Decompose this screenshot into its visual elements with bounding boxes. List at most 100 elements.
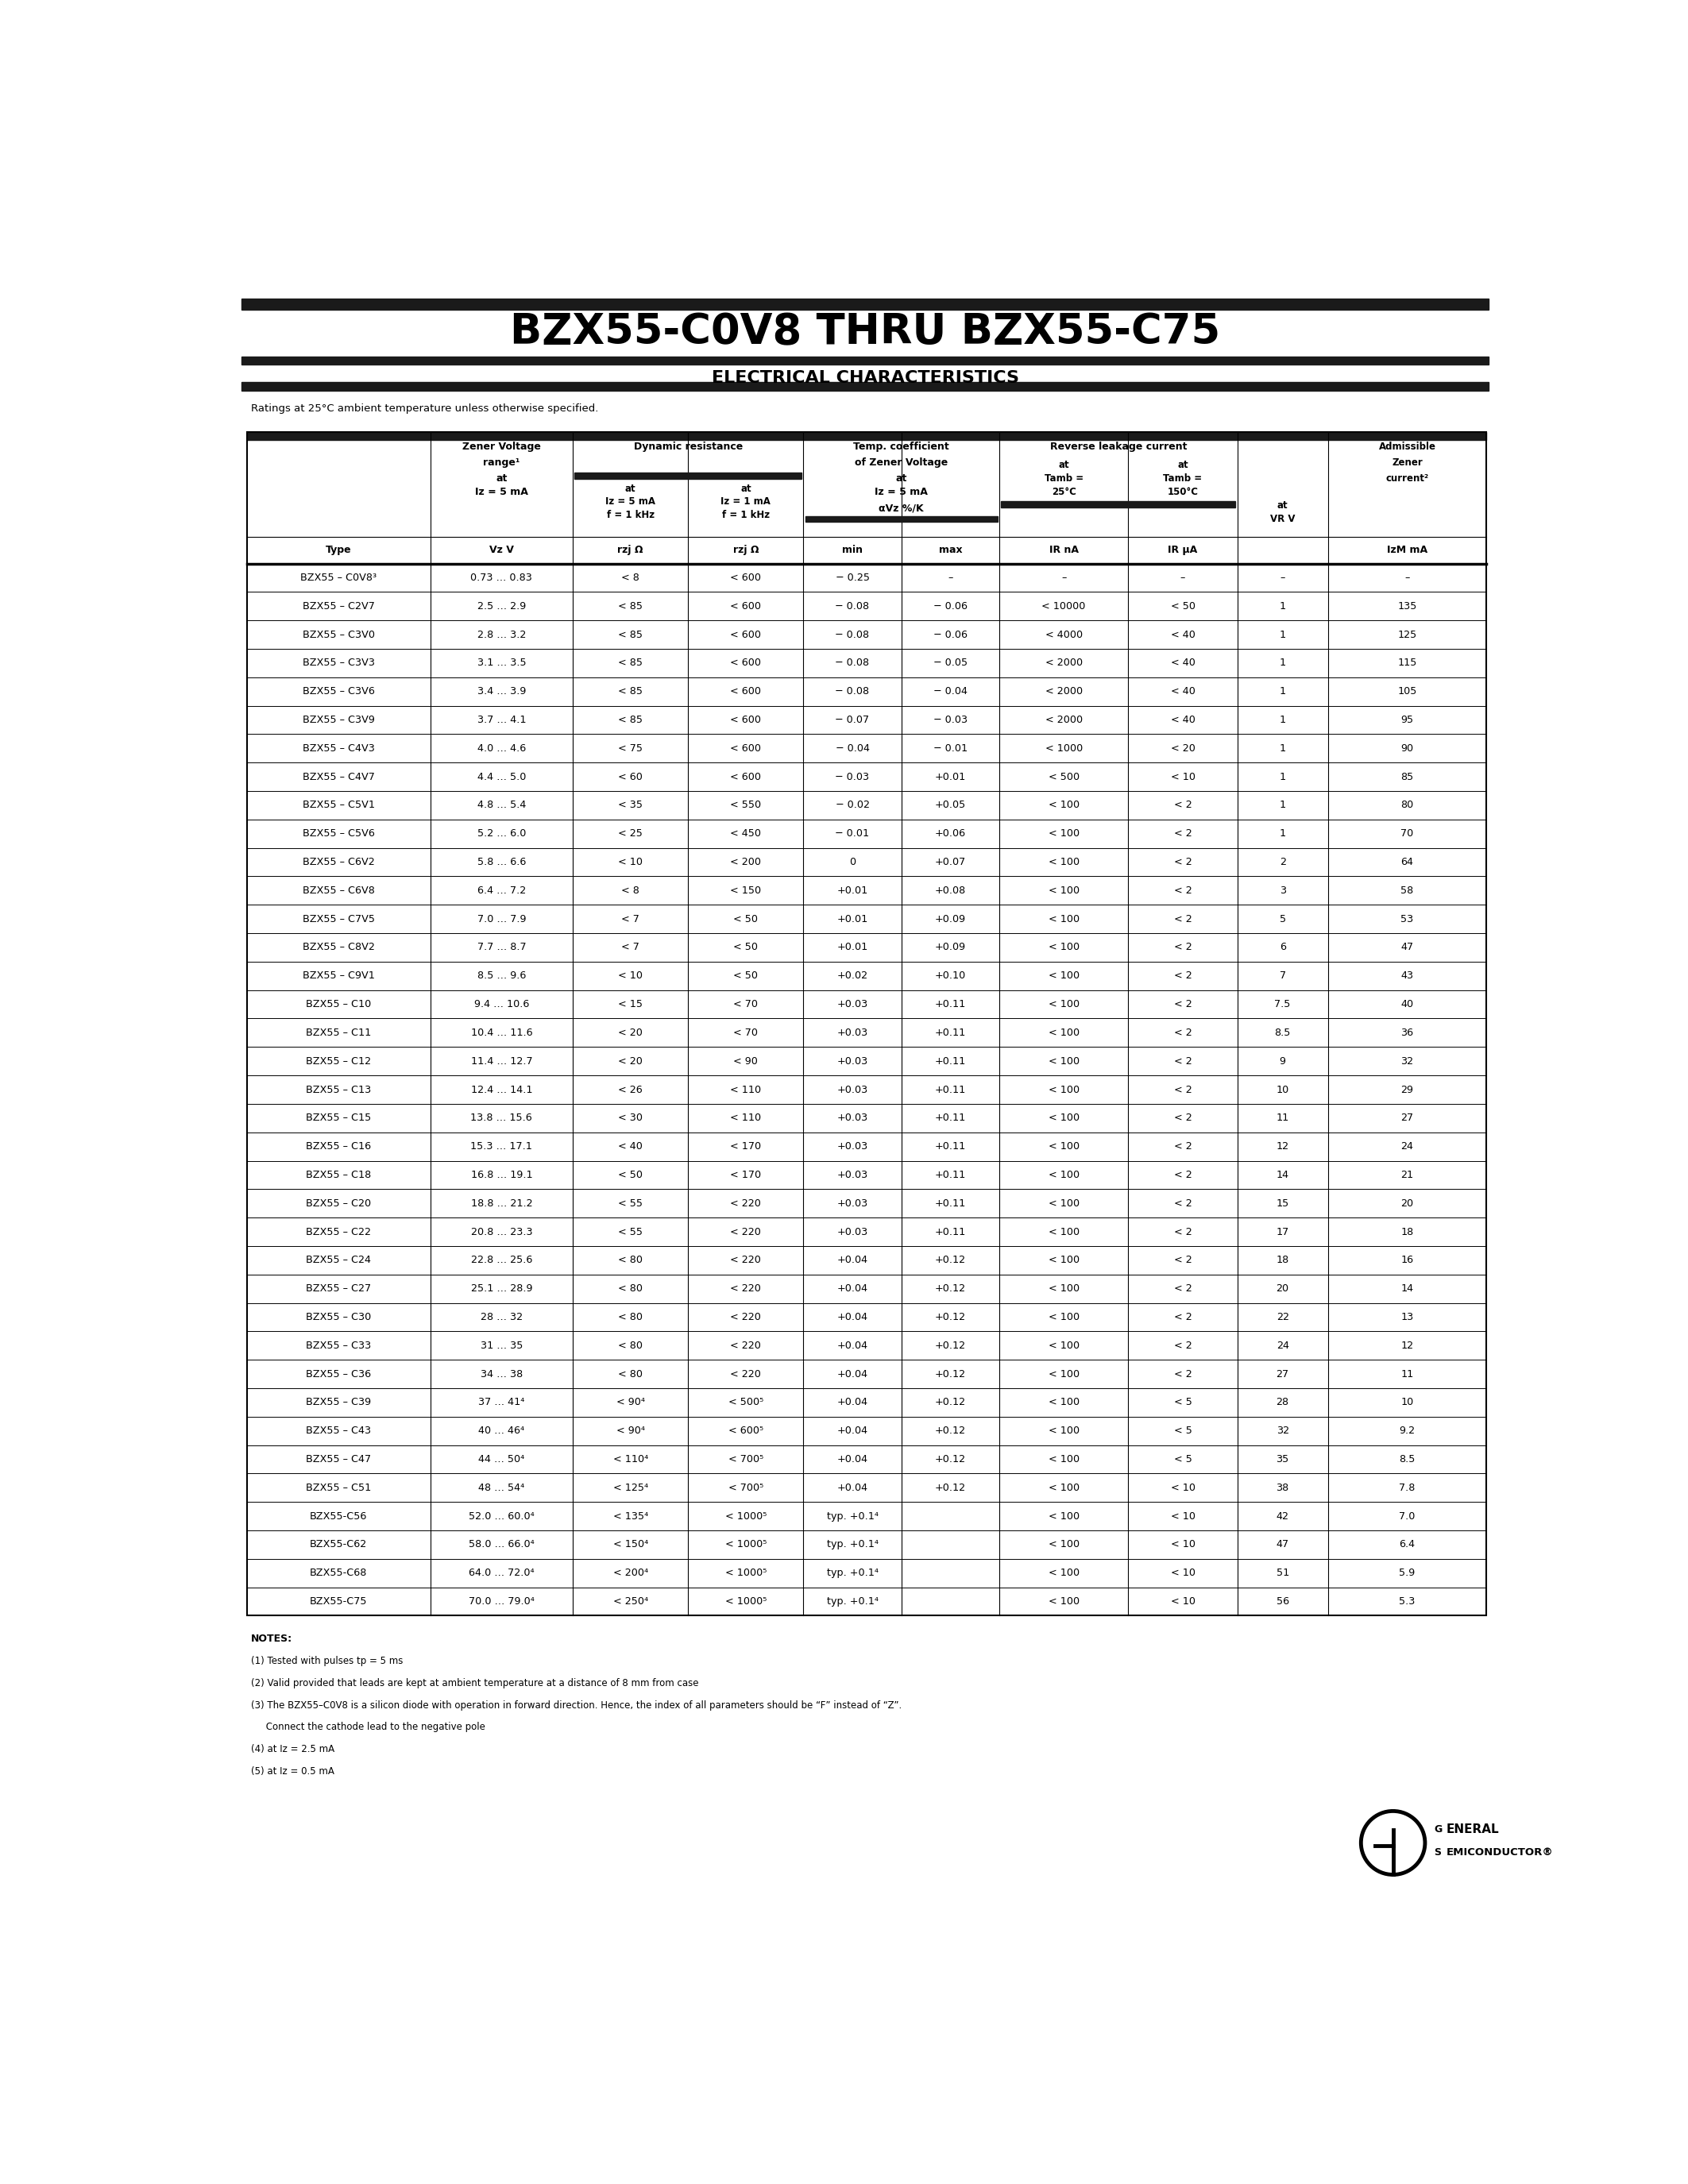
Text: BZX55 – C22: BZX55 – C22 [306,1227,371,1236]
Text: 18: 18 [1276,1256,1290,1265]
Text: +0.03: +0.03 [837,1227,868,1236]
Text: 53: 53 [1401,913,1413,924]
Text: < 2: < 2 [1173,970,1192,981]
Text: < 80: < 80 [618,1256,643,1265]
Text: < 220: < 220 [731,1284,761,1293]
Text: +0.11: +0.11 [935,998,966,1009]
Text: < 1000⁵: < 1000⁵ [724,1511,766,1522]
Text: < 100: < 100 [1048,1426,1079,1437]
Text: < 55: < 55 [618,1199,643,1208]
Text: +0.12: +0.12 [935,1483,966,1494]
Text: < 10: < 10 [618,856,643,867]
Text: Vz V: Vz V [490,546,513,555]
Text: +0.12: +0.12 [935,1284,966,1293]
Text: < 100: < 100 [1048,1085,1079,1094]
Text: rzj Ω: rzj Ω [733,546,758,555]
Text: 80: 80 [1401,799,1413,810]
Text: < 90⁴: < 90⁴ [616,1398,645,1406]
Text: +0.09: +0.09 [935,913,966,924]
Text: < 15: < 15 [618,998,643,1009]
Text: +0.10: +0.10 [935,970,966,981]
Text: < 100: < 100 [1048,1369,1079,1378]
Text: BZX55-C62: BZX55-C62 [311,1540,368,1551]
Text: 10: 10 [1276,1085,1290,1094]
Text: < 10: < 10 [1170,1483,1195,1494]
Text: 40 … 46⁴: 40 … 46⁴ [478,1426,525,1437]
Text: 4.8 … 5.4: 4.8 … 5.4 [478,799,527,810]
Text: 22: 22 [1276,1313,1290,1321]
Text: 12.4 … 14.1: 12.4 … 14.1 [471,1085,532,1094]
Text: < 700⁵: < 700⁵ [728,1455,763,1465]
Text: 135: 135 [1398,601,1416,612]
Text: < 85: < 85 [618,714,643,725]
Text: < 100: < 100 [1048,1284,1079,1293]
Text: –: – [1280,572,1285,583]
Text: < 2000: < 2000 [1045,657,1082,668]
Text: 0: 0 [849,856,856,867]
Text: 7.0 … 7.9: 7.0 … 7.9 [478,913,527,924]
Text: < 600: < 600 [731,657,761,668]
Text: < 100: < 100 [1048,828,1079,839]
Text: < 220: < 220 [731,1199,761,1208]
Text: < 2000: < 2000 [1045,714,1082,725]
Text: 21: 21 [1401,1171,1413,1179]
Text: < 100: < 100 [1048,1398,1079,1406]
Text: < 5: < 5 [1173,1455,1192,1465]
Text: < 100: < 100 [1048,913,1079,924]
Text: +0.07: +0.07 [935,856,966,867]
Text: Iz = 5 mA: Iz = 5 mA [874,487,928,498]
Text: 58: 58 [1401,885,1413,895]
Text: +0.12: +0.12 [935,1369,966,1378]
Text: BZX55-C75: BZX55-C75 [309,1597,368,1607]
Text: < 2: < 2 [1173,1284,1192,1293]
Text: < 600: < 600 [731,714,761,725]
Text: Reverse leakage current: Reverse leakage current [1050,441,1187,452]
Text: − 0.01: − 0.01 [933,743,967,753]
Text: +0.03: +0.03 [837,1142,868,1151]
Text: < 500: < 500 [1048,771,1079,782]
Text: 11: 11 [1401,1369,1413,1378]
Text: 70: 70 [1401,828,1413,839]
Text: < 10: < 10 [1170,1511,1195,1522]
Text: +0.02: +0.02 [837,970,868,981]
Text: 105: 105 [1398,686,1416,697]
Text: < 25: < 25 [618,828,643,839]
Text: < 100: < 100 [1048,1341,1079,1350]
Bar [241,382,1489,391]
Text: < 2: < 2 [1173,856,1192,867]
Text: –: – [947,572,952,583]
Text: +0.12: +0.12 [935,1256,966,1265]
Text: 3.1 … 3.5: 3.1 … 3.5 [478,657,527,668]
Text: BZX55 – C4V3: BZX55 – C4V3 [302,743,375,753]
Text: BZX55-C68: BZX55-C68 [309,1568,368,1579]
Text: 40: 40 [1401,998,1413,1009]
Text: 5.2 … 6.0: 5.2 … 6.0 [478,828,527,839]
Bar [246,432,1487,439]
Text: BZX55 – C39: BZX55 – C39 [306,1398,371,1406]
Text: +0.05: +0.05 [935,799,966,810]
Text: < 700⁵: < 700⁵ [728,1483,763,1494]
Text: 9.2: 9.2 [1399,1426,1415,1437]
Text: < 35: < 35 [618,799,643,810]
Text: 25.1 … 28.9: 25.1 … 28.9 [471,1284,532,1293]
Text: BZX55 – C27: BZX55 – C27 [306,1284,371,1293]
Text: < 1000: < 1000 [1045,743,1082,753]
Text: < 70: < 70 [734,998,758,1009]
Bar [241,299,1489,310]
Text: < 50: < 50 [734,913,758,924]
Text: BZX55 – C15: BZX55 – C15 [306,1114,371,1123]
Text: < 2: < 2 [1173,1341,1192,1350]
Text: (5) at Iz = 0.5 mA: (5) at Iz = 0.5 mA [252,1767,334,1776]
Text: < 40: < 40 [618,1142,643,1151]
Text: current²: current² [1386,474,1428,485]
Text: 125: 125 [1398,629,1416,640]
Text: < 8: < 8 [621,885,640,895]
Text: S: S [1435,1848,1442,1856]
Text: 28: 28 [1276,1398,1290,1406]
Text: Tamb =: Tamb = [1045,474,1084,485]
Text: +0.01: +0.01 [837,941,868,952]
Text: < 2: < 2 [1173,1114,1192,1123]
Text: BZX55 – C3V3: BZX55 – C3V3 [302,657,375,668]
Text: +0.08: +0.08 [935,885,966,895]
Text: < 2: < 2 [1173,828,1192,839]
